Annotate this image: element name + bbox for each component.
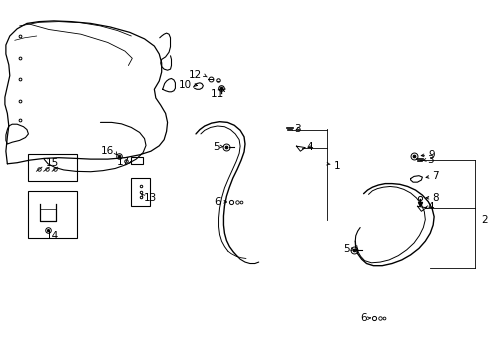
- Text: 6: 6: [360, 313, 367, 323]
- Text: 10: 10: [179, 80, 192, 90]
- Text: 9: 9: [428, 150, 435, 160]
- Text: 1: 1: [334, 161, 341, 171]
- Text: 13: 13: [144, 193, 157, 203]
- Text: 3: 3: [427, 155, 434, 165]
- Text: 5: 5: [213, 141, 220, 152]
- Text: 17: 17: [117, 157, 130, 167]
- Text: 16: 16: [100, 146, 114, 156]
- Text: 15: 15: [46, 158, 60, 168]
- Text: 12: 12: [189, 70, 202, 80]
- Text: 2: 2: [481, 215, 488, 225]
- Text: 14: 14: [46, 231, 60, 241]
- Text: 8: 8: [432, 193, 439, 203]
- Text: 4: 4: [428, 202, 435, 212]
- Text: 5: 5: [343, 244, 349, 254]
- Text: 6: 6: [214, 197, 220, 207]
- Text: 4: 4: [306, 142, 313, 152]
- Text: 7: 7: [432, 171, 439, 181]
- Text: 11: 11: [211, 89, 224, 99]
- Text: 3: 3: [294, 123, 301, 134]
